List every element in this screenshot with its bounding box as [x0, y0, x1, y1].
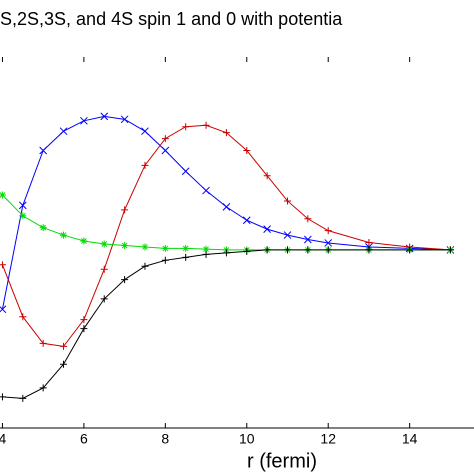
marker	[39, 339, 47, 347]
marker	[324, 246, 332, 254]
x-tick-label: 6	[80, 431, 88, 447]
marker	[39, 384, 47, 392]
marker	[141, 243, 149, 251]
chart-title: S,2S,3S, and 4S spin 1 and 0 with potent…	[0, 9, 343, 29]
marker	[60, 360, 68, 368]
marker	[181, 167, 190, 176]
marker	[263, 225, 271, 233]
marker	[0, 191, 6, 199]
marker	[161, 135, 169, 143]
marker	[121, 276, 129, 284]
marker	[80, 325, 88, 333]
marker	[324, 227, 332, 235]
marker	[222, 249, 230, 257]
marker	[304, 215, 312, 223]
marker	[100, 112, 109, 121]
marker	[0, 261, 6, 269]
marker	[304, 246, 312, 254]
marker	[141, 262, 149, 270]
marker	[202, 250, 210, 258]
marker	[222, 203, 231, 211]
marker	[406, 246, 414, 254]
marker	[121, 206, 129, 214]
marker	[182, 123, 190, 131]
marker	[283, 231, 292, 239]
marker	[324, 239, 333, 247]
marker	[39, 146, 48, 155]
marker	[365, 239, 373, 246]
marker	[222, 129, 230, 137]
series-line	[1, 115, 451, 310]
x-tick-label: 4	[0, 431, 7, 447]
marker	[19, 212, 27, 220]
marker	[202, 121, 210, 129]
marker	[18, 201, 27, 210]
marker	[80, 116, 88, 125]
x-tick-label: 8	[161, 431, 169, 447]
marker	[80, 316, 88, 324]
marker	[39, 224, 47, 232]
marker	[243, 247, 251, 255]
marker	[0, 393, 6, 401]
marker	[182, 253, 190, 261]
marker	[60, 231, 68, 239]
marker	[19, 313, 27, 321]
marker	[141, 161, 149, 169]
marker	[100, 240, 108, 248]
marker	[365, 246, 373, 254]
marker	[59, 127, 68, 136]
x-axis-label: r (fermi)	[247, 450, 317, 472]
marker	[242, 216, 251, 225]
marker	[263, 172, 271, 180]
marker	[202, 245, 210, 253]
x-tick-label: 12	[320, 431, 336, 447]
marker	[80, 237, 88, 245]
marker	[141, 127, 149, 136]
marker	[283, 197, 291, 205]
marker	[0, 305, 7, 314]
marker	[121, 241, 129, 249]
marker	[263, 246, 271, 254]
marker	[100, 295, 108, 303]
marker	[182, 244, 190, 252]
series-line	[1, 124, 451, 347]
marker	[161, 256, 169, 264]
marker	[304, 235, 312, 244]
marker	[243, 146, 251, 154]
marker	[161, 146, 170, 155]
marker	[120, 115, 129, 124]
marker	[283, 246, 291, 254]
marker	[202, 186, 210, 195]
marker	[100, 265, 108, 273]
marker	[446, 246, 454, 254]
x-tick-label: 10	[239, 431, 255, 447]
marker	[60, 342, 68, 350]
marker	[19, 394, 27, 402]
marker	[161, 244, 169, 252]
x-tick-label: 14	[402, 431, 418, 447]
